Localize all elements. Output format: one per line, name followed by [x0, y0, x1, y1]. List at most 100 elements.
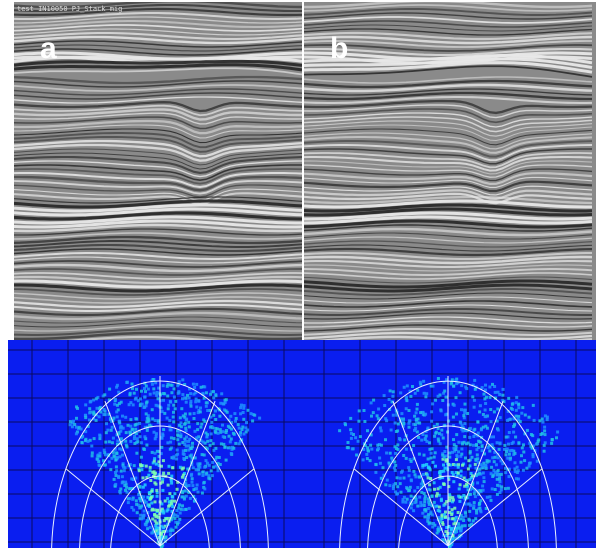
speckle — [187, 484, 191, 487]
speckle — [155, 476, 159, 480]
speckle — [441, 453, 445, 457]
speckle — [239, 406, 243, 410]
speckle — [180, 407, 184, 411]
speckle — [437, 439, 441, 443]
speckle — [258, 416, 262, 420]
speckle — [165, 529, 169, 533]
speckle — [184, 400, 188, 404]
speckle — [114, 458, 118, 462]
speckle — [77, 425, 81, 429]
reflector — [14, 311, 302, 321]
reflector — [65, 335, 221, 340]
speckle — [423, 497, 427, 501]
speckle — [445, 378, 448, 382]
speckle — [464, 456, 467, 460]
speckle — [390, 400, 394, 404]
speckle — [75, 405, 78, 409]
speckle — [462, 416, 466, 420]
reflector — [14, 215, 302, 225]
speckle — [445, 459, 449, 463]
speckle — [437, 516, 441, 520]
speckle — [429, 384, 433, 388]
speckle — [161, 509, 165, 513]
speckle — [170, 499, 174, 503]
speckle — [165, 384, 169, 388]
reflector — [14, 207, 302, 217]
speckle — [183, 476, 187, 479]
speckle — [491, 456, 495, 460]
speckle — [155, 488, 159, 492]
speckle — [145, 476, 149, 479]
speckle — [402, 385, 406, 389]
speckle — [90, 451, 94, 455]
speckle — [459, 513, 463, 517]
reflector — [304, 76, 593, 84]
reflector — [304, 132, 593, 150]
speckle — [485, 460, 489, 464]
speckle — [153, 451, 157, 455]
speckle — [528, 461, 532, 465]
speckle — [402, 495, 406, 499]
speckle — [450, 513, 454, 516]
speckle — [168, 447, 172, 451]
speckle — [517, 402, 520, 406]
speckle — [396, 485, 400, 489]
speckle — [162, 398, 165, 402]
speckle — [490, 465, 494, 469]
reflector — [304, 316, 593, 324]
speckle — [543, 441, 547, 445]
speckle — [394, 482, 398, 486]
speckle — [428, 468, 432, 472]
speckle — [98, 454, 102, 458]
speckle — [168, 419, 172, 423]
speckle — [434, 430, 438, 434]
speckle — [204, 446, 208, 450]
speckle — [498, 475, 502, 479]
reflector — [14, 44, 302, 52]
speckle — [444, 510, 447, 514]
speckle — [452, 530, 456, 534]
speckle — [153, 457, 157, 461]
speckle — [479, 440, 483, 444]
speckle — [436, 377, 440, 380]
reflector — [304, 116, 593, 133]
speckle — [207, 476, 211, 480]
speckle — [482, 476, 486, 480]
speckle — [104, 431, 108, 435]
speckle — [349, 416, 353, 420]
speckle — [457, 450, 460, 454]
speckle — [229, 452, 233, 455]
speckle — [128, 463, 132, 466]
speckle — [459, 517, 463, 521]
speckle — [468, 443, 472, 447]
speckle — [436, 509, 440, 512]
speckle — [462, 519, 466, 522]
speckle — [421, 433, 425, 436]
speckle — [356, 439, 360, 443]
speckle — [415, 430, 419, 434]
speckle — [429, 451, 433, 455]
speckle — [242, 417, 246, 421]
speckle — [149, 479, 153, 482]
speckle — [522, 450, 526, 454]
speckle — [187, 448, 191, 452]
speckle — [543, 414, 547, 418]
speckle — [163, 499, 167, 503]
speckle — [188, 454, 192, 458]
reflector — [304, 2, 593, 9]
speckle — [154, 381, 158, 385]
speckle — [197, 399, 201, 403]
speckle — [103, 409, 107, 413]
speckle — [143, 499, 147, 503]
speckle — [498, 480, 502, 484]
speckle — [415, 407, 419, 411]
reflector — [304, 20, 593, 28]
speckle — [480, 449, 484, 453]
speckle — [104, 440, 108, 444]
speckle — [190, 477, 194, 481]
speckle — [131, 403, 135, 407]
speckle — [144, 437, 148, 441]
speckle — [183, 437, 187, 441]
speckle — [531, 444, 535, 448]
speckle — [476, 431, 480, 435]
